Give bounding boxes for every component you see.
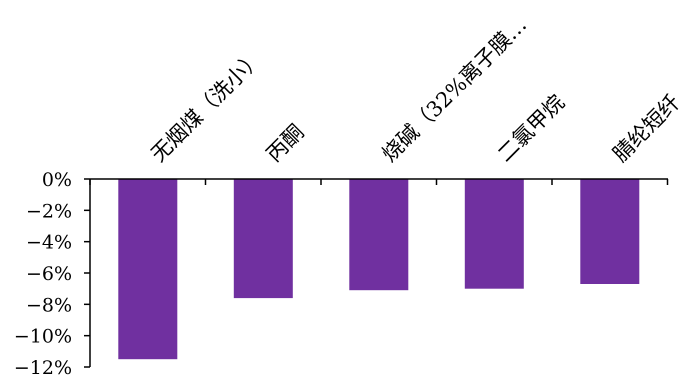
y-tick-label: −8%	[26, 294, 72, 316]
y-tick-label: −10%	[14, 326, 72, 348]
bars-group	[118, 179, 640, 360]
bar-2	[233, 179, 293, 299]
category-label: 腈纶短纤	[608, 90, 684, 166]
category-labels: 无烟煤（洗小）丙酮 烧碱（32%离子膜…二氯甲烷 腈纶短纤	[146, 13, 684, 167]
bar-1	[118, 179, 178, 360]
y-tick-label: −2%	[26, 200, 72, 222]
bar-3	[349, 179, 409, 291]
category-label: 丙酮	[262, 120, 309, 167]
bar-5	[580, 179, 640, 284]
y-tick-label: −12%	[14, 357, 72, 379]
y-axis-ticks: 0% −2% −4% −6% −8% −10% −12%	[14, 169, 90, 379]
y-tick-label: −6%	[26, 263, 72, 285]
bar-4	[464, 179, 524, 289]
y-tick-label: −4%	[26, 232, 72, 254]
category-label: 二氯甲烷	[493, 90, 569, 166]
y-tick-label: 0%	[42, 169, 72, 191]
category-label: 无烟煤（洗小）	[146, 46, 267, 167]
x-axis-ticks	[89, 179, 669, 185]
